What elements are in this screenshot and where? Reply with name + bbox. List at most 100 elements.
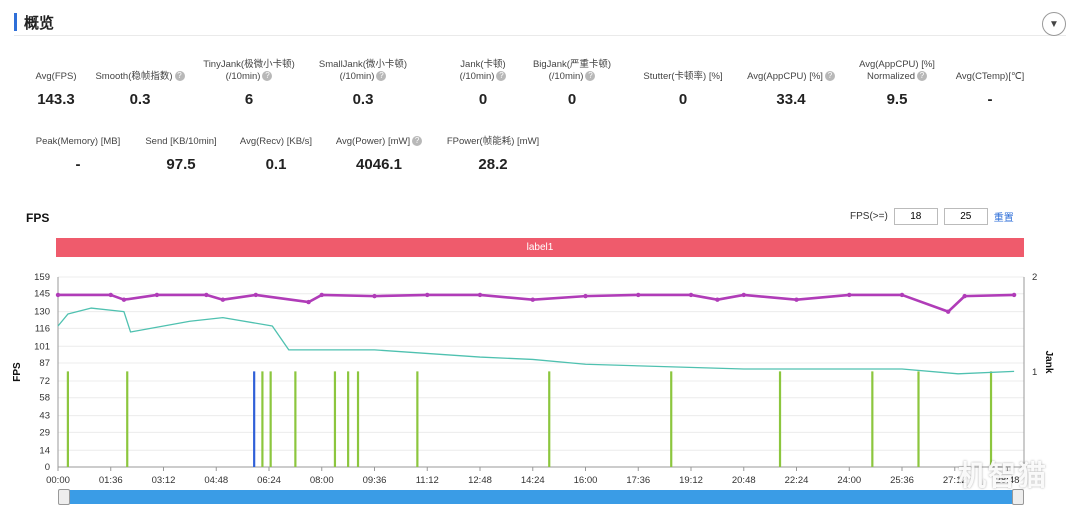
metric-label: Avg(FPS)	[35, 71, 77, 82]
x-tick-label: 16:00	[574, 475, 598, 486]
metric-9: Avg(CTemp)[℃] -	[930, 71, 1050, 108]
fps-data-point	[847, 292, 852, 298]
help-icon[interactable]: ?	[917, 71, 928, 82]
y-tick-label: 29	[39, 427, 50, 438]
x-tick-label: 17:36	[626, 475, 650, 486]
fps-data-point	[253, 292, 259, 298]
reset-button[interactable]: 重置	[993, 213, 1014, 224]
metric-label: Jank(卡顿)	[460, 59, 506, 70]
chevron-down-icon: ▼	[1049, 18, 1059, 30]
metric-value: -	[987, 91, 993, 108]
metric-label: Stutter(卡顿率) [%]	[643, 71, 723, 82]
fps-threshold-input-2[interactable]	[943, 208, 988, 225]
collapse-toggle-button[interactable]: ▼	[1042, 12, 1066, 36]
metric-row2-1: Send [KB/10min] 97.5	[121, 136, 241, 173]
fps-series-line	[58, 293, 1015, 313]
help-icon[interactable]: ?	[824, 71, 835, 82]
y2-tick-label: 2	[1032, 272, 1037, 283]
help-icon[interactable]: ?	[262, 71, 273, 82]
x-tick-label: 24:00	[837, 475, 861, 486]
range-start-handle[interactable]	[58, 489, 70, 505]
x-tick-label: 11:12	[416, 475, 439, 486]
metric-row2-0: Peak(Memory) [MB] -	[18, 136, 138, 173]
fps-threshold-input-1[interactable]	[893, 208, 938, 225]
segment-label-bar[interactable]: label1	[56, 238, 1024, 257]
fps-data-point	[715, 297, 720, 302]
range-end-handle[interactable]	[1012, 489, 1024, 505]
fps-data-point	[425, 292, 430, 298]
fps-data-point	[530, 297, 535, 302]
metric-value: 28.2	[478, 156, 508, 173]
fps-data-point	[154, 292, 160, 298]
metric-2: TinyJank(极微小卡顿) (/10min)? 6	[189, 59, 309, 108]
y-axis-title: FPS	[12, 362, 23, 382]
metric-label: SmallJank(微小卡顿)	[318, 59, 408, 70]
metric-value: 0.1	[265, 156, 287, 173]
fps-data-point	[688, 292, 694, 298]
metric-value: 6	[244, 91, 254, 108]
help-icon[interactable]: ?	[174, 71, 185, 82]
y-tick-label: 130	[34, 307, 50, 318]
metric-value: 9.5	[886, 91, 908, 108]
metric-value: 4046.1	[356, 156, 402, 173]
x-tick-label: 06:24	[257, 475, 281, 486]
fps-data-point	[306, 299, 311, 305]
y-tick-label: 14	[39, 445, 50, 456]
y-tick-label: 58	[39, 393, 50, 404]
help-icon[interactable]: ?	[496, 71, 507, 82]
metric-0: Avg(FPS) 143.3	[0, 71, 116, 108]
metric-label: Avg(CTemp)[℃]	[955, 71, 1025, 82]
y-tick-label: 72	[39, 376, 50, 387]
metric-value: -	[75, 156, 81, 173]
fps-data-point	[372, 293, 377, 299]
metric-label: Peak(Memory) [MB]	[35, 136, 121, 147]
x-tick-label: 28:48	[996, 475, 1020, 486]
metric-value: 33.4	[776, 91, 806, 108]
timeline-range-slider[interactable]	[58, 489, 1024, 505]
metric-label: Avg(AppCPU) [%]	[859, 59, 935, 70]
fps-data-point	[55, 292, 61, 298]
x-tick-label: 04:48	[204, 475, 228, 486]
fps-filter-label: FPS(>=)	[850, 211, 888, 222]
x-tick-label: 27:12	[943, 475, 967, 486]
x-tick-label: 12:48	[468, 475, 492, 486]
y-tick-label: 87	[39, 358, 50, 369]
x-tick-label: 09:36	[363, 475, 387, 486]
metric-label-sub: (/10min)?	[189, 71, 309, 83]
metric-row2-3: Avg(Power) [mW]? 4046.1	[319, 136, 439, 173]
fps-data-point	[583, 293, 588, 299]
fps-data-point	[204, 292, 209, 298]
metric-5: BigJank(严重卡顿) (/10min)? 0	[512, 59, 632, 108]
help-icon[interactable]: ?	[412, 136, 423, 147]
metric-label-sub: Normalized?	[837, 71, 957, 83]
fps-data-point	[121, 297, 127, 302]
metric-label: TinyJank(极微小卡顿)	[203, 59, 295, 70]
help-icon[interactable]: ?	[376, 71, 387, 82]
fps-data-point	[899, 292, 905, 298]
help-icon[interactable]: ?	[585, 71, 596, 82]
fps-section-title: FPS	[26, 211, 50, 225]
y-tick-label: 101	[34, 341, 50, 352]
y2-tick-label: 1	[1032, 367, 1037, 378]
watermark-text: 机智猫	[958, 460, 1049, 491]
metric-7: Avg(AppCPU) [%]? 33.4	[731, 71, 851, 108]
metric-label: FPower(帧能耗) [mW]	[446, 136, 540, 147]
metric-1: Smooth(稳帧指数)? 0.3	[80, 71, 200, 108]
metric-value: 0	[567, 91, 577, 108]
overview-header: 概览	[14, 10, 1066, 36]
y-tick-label: 159	[34, 272, 50, 283]
fps-data-point	[220, 297, 226, 302]
x-tick-label: 08:00	[310, 475, 334, 486]
metric-label: Avg(Power) [mW]?	[319, 136, 439, 148]
fps-data-point	[794, 297, 799, 302]
metric-label: Avg(Recv) [KB/s]	[239, 136, 313, 147]
fps-data-point	[1011, 292, 1017, 298]
fps-data-point	[477, 292, 483, 298]
y-tick-label: 43	[39, 411, 50, 422]
x-tick-label: 20:48	[732, 475, 756, 486]
x-tick-label: 00:00	[46, 475, 70, 486]
y-tick-label: 0	[45, 462, 50, 473]
metric-label-sub: (/10min)?	[303, 71, 423, 83]
metric-8: Avg(AppCPU) [%] Normalized? 9.5	[837, 59, 957, 108]
x-tick-label: 22:24	[785, 475, 809, 486]
